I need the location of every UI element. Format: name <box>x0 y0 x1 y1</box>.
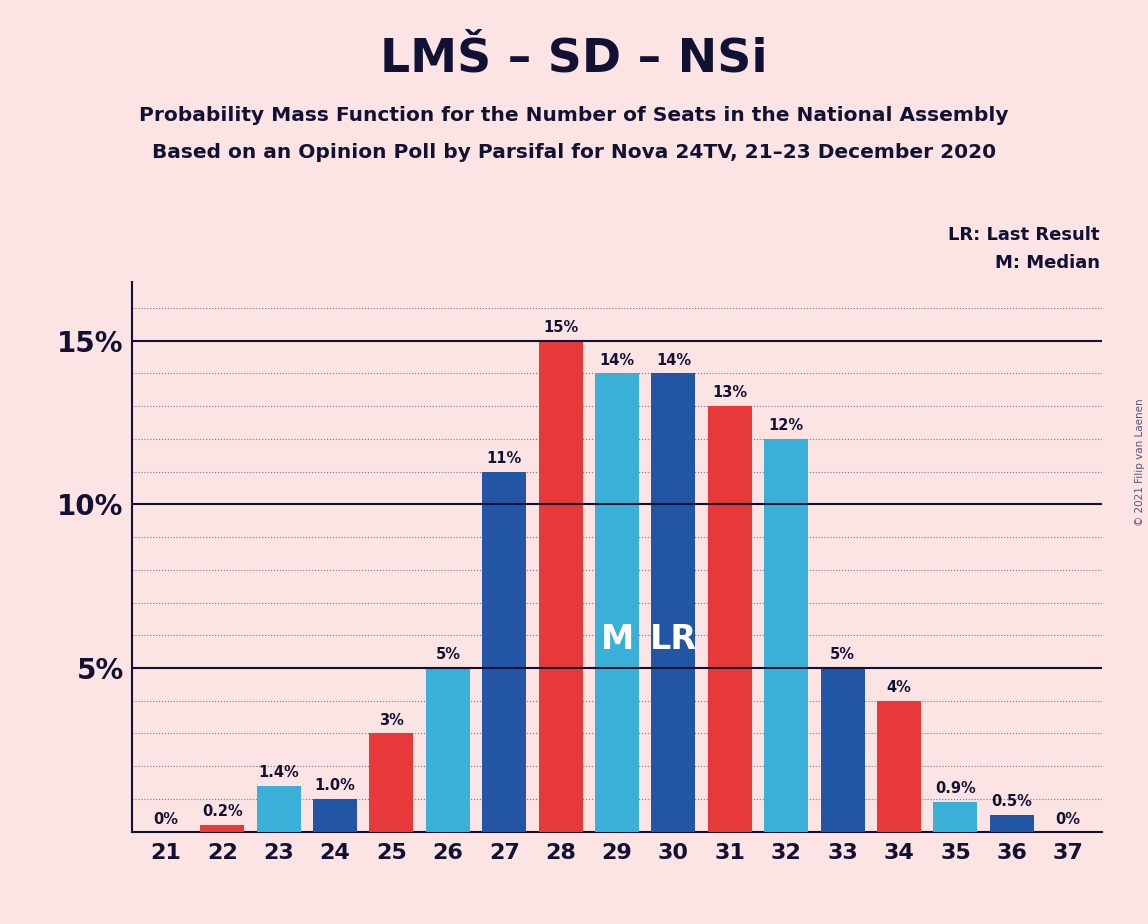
Text: 5%: 5% <box>435 647 460 663</box>
Bar <box>595 373 639 832</box>
Text: LR: LR <box>650 623 697 656</box>
Text: 0%: 0% <box>1056 811 1080 827</box>
Bar <box>200 825 245 832</box>
Text: 3%: 3% <box>379 712 404 727</box>
Text: M: Median: M: Median <box>995 254 1100 272</box>
Text: 1.4%: 1.4% <box>258 765 298 780</box>
Text: 15%: 15% <box>543 320 579 334</box>
Bar <box>877 700 921 832</box>
Text: LMŠ – SD – NSi: LMŠ – SD – NSi <box>380 37 768 82</box>
Bar <box>370 734 413 832</box>
Text: Probability Mass Function for the Number of Seats in the National Assembly: Probability Mass Function for the Number… <box>139 106 1009 126</box>
Bar <box>426 668 470 832</box>
Bar <box>651 373 696 832</box>
Text: LR: Last Result: LR: Last Result <box>948 226 1100 244</box>
Text: 11%: 11% <box>487 451 522 466</box>
Text: 0.9%: 0.9% <box>936 782 976 796</box>
Bar <box>482 471 526 832</box>
Bar <box>538 341 583 832</box>
Bar <box>990 815 1034 832</box>
Bar <box>257 785 301 832</box>
Bar <box>708 407 752 832</box>
Text: 13%: 13% <box>712 385 747 400</box>
Text: 0.5%: 0.5% <box>992 795 1032 809</box>
Text: 14%: 14% <box>656 353 691 368</box>
Bar <box>821 668 864 832</box>
Text: 0.2%: 0.2% <box>202 804 242 820</box>
Text: © 2021 Filip van Laenen: © 2021 Filip van Laenen <box>1135 398 1145 526</box>
Text: 0%: 0% <box>154 811 178 827</box>
Text: 4%: 4% <box>886 680 912 695</box>
Text: 14%: 14% <box>599 353 635 368</box>
Bar <box>933 802 977 832</box>
Text: Based on an Opinion Poll by Parsifal for Nova 24TV, 21–23 December 2020: Based on an Opinion Poll by Parsifal for… <box>152 143 996 163</box>
Bar <box>313 799 357 832</box>
Bar <box>765 439 808 832</box>
Text: 5%: 5% <box>830 647 855 663</box>
Text: M: M <box>600 623 634 656</box>
Text: 1.0%: 1.0% <box>315 778 356 793</box>
Text: 12%: 12% <box>769 418 804 433</box>
